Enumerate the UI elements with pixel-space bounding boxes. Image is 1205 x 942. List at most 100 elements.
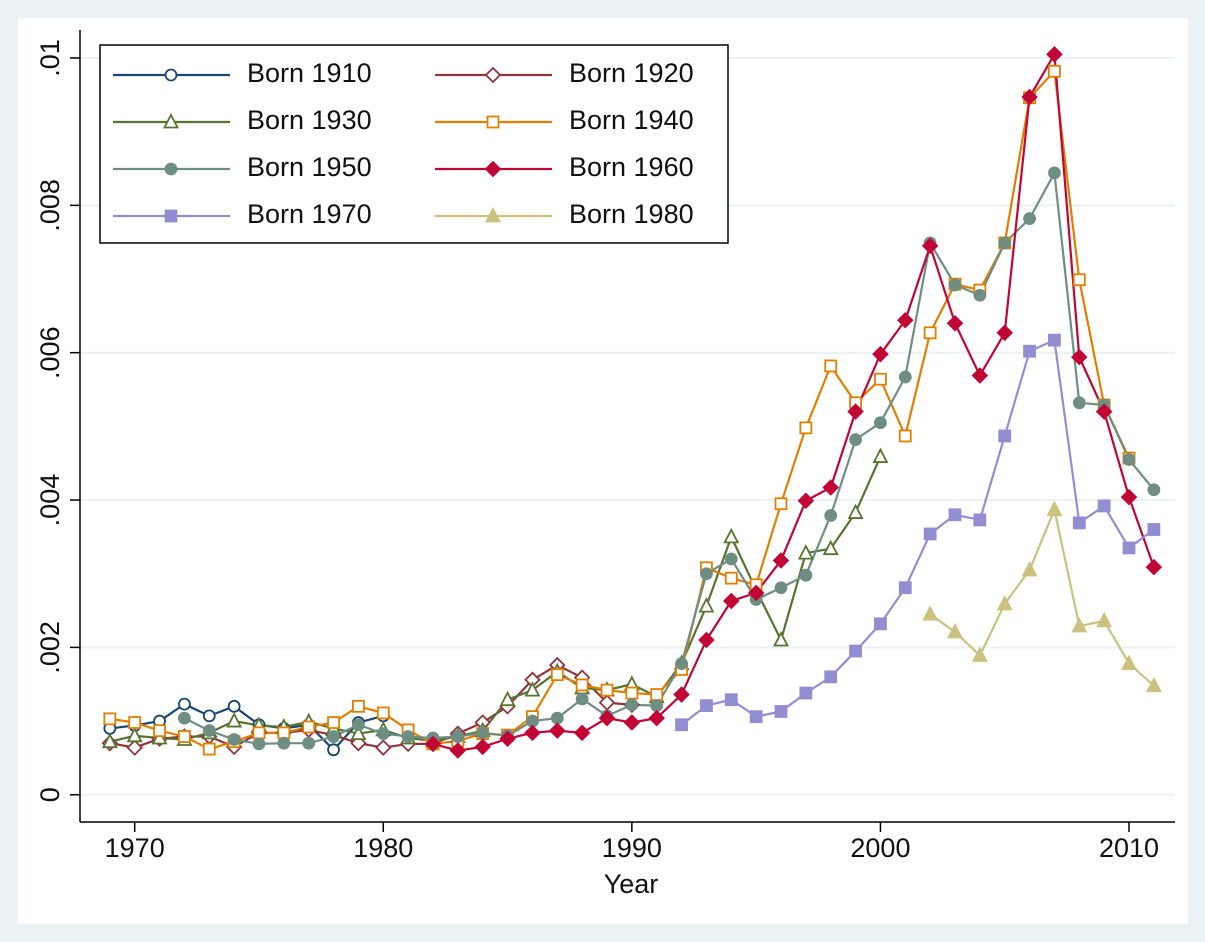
marker [824,670,838,684]
legend-marker [164,162,178,176]
marker [499,730,516,748]
marker [847,403,864,420]
marker [973,288,987,302]
marker [822,539,839,556]
legend-label: Born 1980 [569,199,694,229]
y-tick-label: .004 [35,474,65,527]
marker [623,714,641,731]
marker [700,567,713,581]
marker [921,237,939,255]
marker [874,416,887,430]
y-tick-label: .01 [35,39,65,77]
marker [1097,499,1111,513]
marker [971,646,988,662]
marker [151,729,168,745]
legend-label: Born 1960 [569,152,694,182]
marker [600,683,614,697]
marker [524,724,541,742]
marker [1046,500,1063,517]
marker [673,686,690,703]
marker [401,730,415,743]
marker [799,686,813,700]
marker [327,716,340,729]
marker [277,726,291,740]
marker [898,581,912,595]
x-tick-label: 1980 [353,833,413,863]
marker [822,479,839,496]
marker [1095,403,1113,420]
marker [1023,212,1036,226]
marker [352,699,365,713]
x-axis-title: Year [604,869,659,899]
marker [226,712,243,728]
marker [598,709,616,727]
marker [352,718,365,732]
marker [749,710,763,724]
marker [897,312,914,329]
marker [202,724,216,738]
marker [723,527,740,544]
marker [874,372,887,386]
marker [922,605,939,621]
marker [799,568,813,582]
marker [946,314,964,332]
marker [1147,483,1161,497]
x-tick-label: 1970 [105,833,165,863]
marker [1145,676,1162,693]
marker [872,345,889,363]
marker [1121,654,1137,670]
marker [700,699,713,712]
marker [178,730,191,743]
marker [1122,541,1136,555]
marker [1023,344,1036,358]
marker [923,326,937,340]
y-tick-label: .006 [35,326,65,379]
marker [178,697,191,711]
marker [575,678,589,692]
marker [128,716,142,729]
series-line [183,171,1155,746]
marker [573,724,591,742]
marker [227,733,241,746]
marker [350,724,367,740]
marker [824,359,838,373]
marker [724,693,738,707]
marker [625,686,639,700]
marker [1120,488,1138,506]
legend-label: Born 1940 [569,105,694,135]
marker [550,668,564,682]
marker [675,657,688,670]
marker [675,718,688,732]
marker [424,735,442,753]
marker [650,699,664,712]
marker [374,739,392,756]
legend-label: Born 1970 [247,199,372,229]
marker [996,594,1013,611]
marker [1145,558,1163,576]
marker [797,492,815,510]
marker [1046,46,1063,63]
marker [724,571,738,585]
marker [227,699,241,713]
marker [101,732,118,749]
marker [153,724,166,738]
marker [126,739,143,756]
marker [103,712,117,726]
marker [376,706,390,720]
marker [474,738,491,756]
marker [1096,611,1113,628]
marker [849,433,862,447]
marker [1072,273,1086,287]
marker [874,617,887,631]
marker [824,509,838,522]
marker [998,429,1012,443]
marker [650,688,664,701]
marker [1122,453,1136,466]
marker [971,367,989,384]
marker [1048,166,1061,180]
marker [302,720,316,734]
marker [723,592,740,610]
marker [774,705,788,718]
marker [996,324,1013,342]
marker [774,581,788,595]
